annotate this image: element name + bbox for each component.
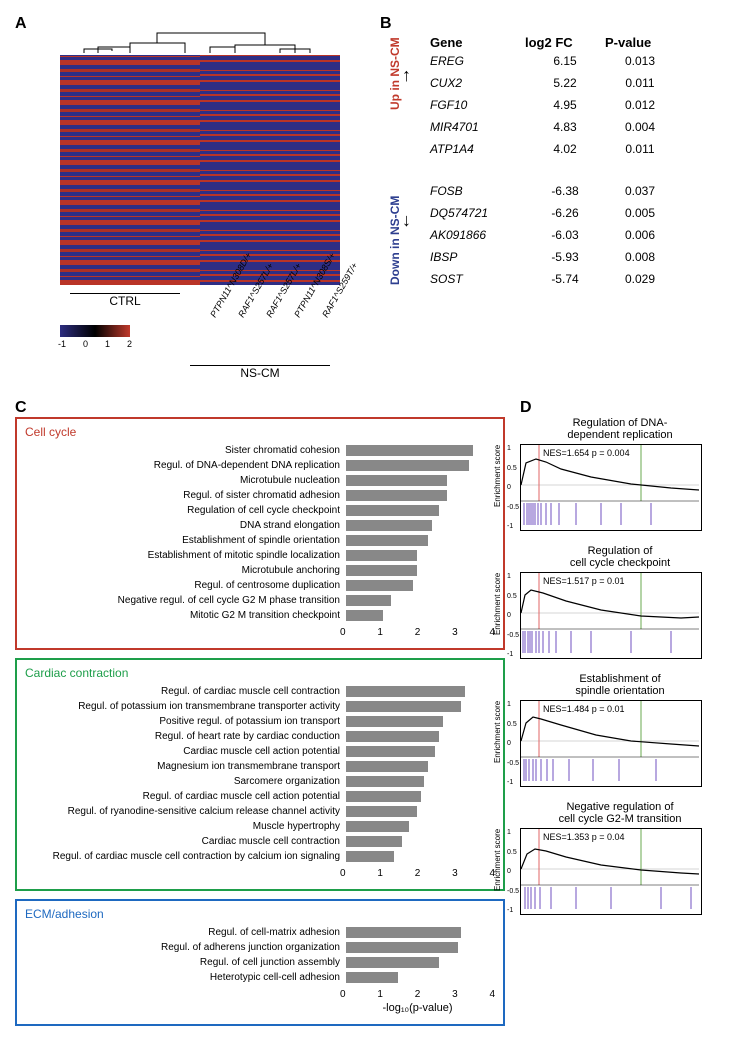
bar-axis: 01234 <box>340 989 495 1000</box>
bar-row: Positive regul. of potassium ion transpo… <box>25 714 495 729</box>
table-row: FOSB-6.380.037 <box>380 180 720 202</box>
bar-row: Regul. of cell junction assembly <box>25 955 495 970</box>
bar-row: Regulation of cell cycle checkpoint <box>25 503 495 518</box>
gsea-plot: Regulation of DNA-dependent replicationE… <box>520 417 720 531</box>
bar-row: Regul. of cardiac muscle cell action pot… <box>25 789 495 804</box>
nscm-group-label: NS-CM <box>190 365 330 380</box>
colorbar-ticks: -1 0 1 2 <box>58 339 132 349</box>
bar-row: DNA strand elongation <box>25 518 495 533</box>
panel-b-gene-table: B Up in NS-CM ↑ Down in NS-CM ↓ Gene log… <box>380 15 720 395</box>
bar-row: Negative regul. of cell cycle G2 M phase… <box>25 593 495 608</box>
label-d: D <box>520 399 532 417</box>
bar-row: Mitotic G2 M transition checkpoint <box>25 608 495 623</box>
go-title: Cardiac contraction <box>25 666 495 680</box>
bar-row: Establishment of mitotic spindle localiz… <box>25 548 495 563</box>
bar-row: Microtubule anchoring <box>25 563 495 578</box>
table-row: FGF104.950.012 <box>380 94 720 116</box>
table-row: ATP1A44.020.011 <box>380 138 720 160</box>
bar-axis: 01234 <box>340 627 495 638</box>
label-b: B <box>380 15 392 33</box>
arrow-up-icon: ↑ <box>402 65 411 86</box>
up-rows: EREG6.150.013CUX25.220.011FGF104.950.012… <box>380 50 720 160</box>
bar-row: Cardiac muscle cell contraction <box>25 834 495 849</box>
table-row: SOST-5.740.029 <box>380 268 720 290</box>
go-group: Cardiac contraction Regul. of cardiac mus… <box>15 658 505 891</box>
go-title: ECM/adhesion <box>25 907 495 921</box>
gsea-plot: Establishment ofspindle orientationEnric… <box>520 673 720 787</box>
bar-row: Muscle hypertrophy <box>25 819 495 834</box>
table-row: DQ574721-6.260.005 <box>380 202 720 224</box>
sample-labels: PTPN11^N308D/+ RAF1^S257L/+ RAF1^S257L/+… <box>60 290 340 300</box>
table-row: MIR47014.830.004 <box>380 116 720 138</box>
go-group: Cell cycleSister chromatid cohesionRegul… <box>15 417 505 650</box>
bar-row: Regul. of sister chromatid adhesion <box>25 488 495 503</box>
bar-row: Regul. of cell-matrix adhesion <box>25 925 495 940</box>
heatmap-colorbar <box>60 325 130 337</box>
dendrogram <box>70 23 330 53</box>
bar-row: Sister chromatid cohesion <box>25 443 495 458</box>
down-rows: FOSB-6.380.037DQ574721-6.260.005AK091866… <box>380 180 720 290</box>
bar-row: Regul. of ryanodine-sensitive calcium re… <box>25 804 495 819</box>
bar-row: Cardiac muscle cell action potential <box>25 744 495 759</box>
bar-row: Regul. of DNA-dependent DNA replication <box>25 458 495 473</box>
bar-row: Regul. of adherens junction organization <box>25 940 495 955</box>
panel-a-heatmap: A CTRL PTPN1 <box>15 15 365 395</box>
panel-d-gsea: D Regulation of DNA-dependent replicatio… <box>520 405 720 1034</box>
bar-row: Regul. of cardiac muscle cell contractio… <box>25 684 495 699</box>
gsea-plot: Regulation ofcell cycle checkpointEnrich… <box>520 545 720 659</box>
table-header: Gene log2 FC P-value <box>380 35 720 50</box>
up-label: Up in NS-CM <box>388 37 402 110</box>
bar-row: Regul. of potassium ion transmembrane tr… <box>25 699 495 714</box>
panel-c-go-terms: C Cell cycleSister chromatid cohesionReg… <box>15 405 505 1034</box>
gsea-plot: Negative regulation ofcell cycle G2-M tr… <box>520 801 720 915</box>
label-c: C <box>15 399 27 417</box>
go-title: Cell cycle <box>25 425 495 439</box>
table-row: IBSP-5.930.008 <box>380 246 720 268</box>
table-row: EREG6.150.013 <box>380 50 720 72</box>
bar-row: Magnesium ion transmembrane transport <box>25 759 495 774</box>
label-a: A <box>15 15 27 33</box>
go-group: ECM/adhesion Regul. of cell-matrix adhesi… <box>15 899 505 1026</box>
bar-row: Establishment of spindle orientation <box>25 533 495 548</box>
bar-axis: 01234 <box>340 868 495 879</box>
x-axis-label: -log₁₀(p-value) <box>340 1002 495 1014</box>
bar-row: Sarcomere organization <box>25 774 495 789</box>
bar-row: Regul. of heart rate by cardiac conducti… <box>25 729 495 744</box>
down-label: Down in NS-CM <box>388 196 402 285</box>
heatmap-grid <box>60 55 340 285</box>
table-row: AK091866-6.030.006 <box>380 224 720 246</box>
arrow-down-icon: ↓ <box>402 210 411 231</box>
bar-row: Regul. of centrosome duplication <box>25 578 495 593</box>
bar-row: Regul. of cardiac muscle cell contractio… <box>25 849 495 864</box>
bar-row: Microtubule nucleation <box>25 473 495 488</box>
table-row: CUX25.220.011 <box>380 72 720 94</box>
